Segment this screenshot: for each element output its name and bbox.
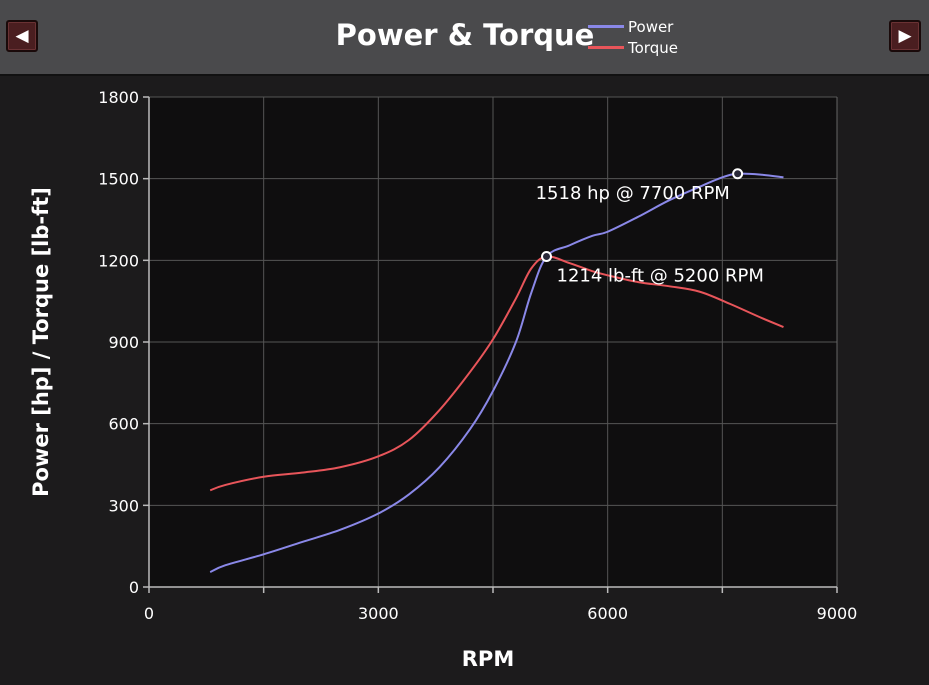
legend-label-torque: Torque <box>628 38 678 57</box>
chart-legend: Power Torque <box>588 16 678 58</box>
peak-marker-torque <box>541 251 553 263</box>
triangle-right-icon: ▶ <box>898 26 912 46</box>
legend-swatch-power <box>588 25 624 28</box>
previous-button[interactable]: ◀ <box>6 20 38 52</box>
y-tick-label: 1500 <box>98 170 139 189</box>
peak-label-power: 1518 hp @ 7700 RPM <box>536 183 730 204</box>
y-tick-label: 900 <box>108 333 139 352</box>
y-tick-label: 1800 <box>98 88 139 107</box>
legend-label-power: Power <box>628 17 674 36</box>
x-tick-label: 3000 <box>358 604 399 623</box>
peak-marker-power <box>732 168 744 180</box>
x-axis-title: RPM <box>462 647 514 671</box>
series-line-torque <box>209 255 784 492</box>
axis-ticks: 0 300 600 900 1200 1500 1800 0 3000 6000 9000 <box>98 88 857 623</box>
peak-label-torque: 1214 lb-ft @ 5200 RPM <box>557 266 764 287</box>
next-button[interactable]: ▶ <box>889 20 921 52</box>
y-tick-label: 1200 <box>98 251 139 270</box>
legend-swatch-torque <box>588 46 624 49</box>
triangle-left-icon: ◀ <box>15 26 29 46</box>
y-tick-label: 600 <box>108 415 139 434</box>
x-tick-label: 0 <box>144 604 154 623</box>
x-tick-label: 6000 <box>587 604 628 623</box>
series-lines <box>209 172 784 573</box>
series-line-power <box>209 172 784 573</box>
annotations: 1518 hp @ 7700 RPM 1214 lb-ft @ 5200 RPM <box>536 168 764 287</box>
chart-header: ◀ Power & Torque Power Torque ▶ <box>0 0 929 76</box>
y-axis-title: Power [hp] / Torque [lb-ft] <box>29 187 53 497</box>
y-tick-label: 0 <box>129 578 139 597</box>
legend-item-power: Power <box>588 16 678 37</box>
x-tick-label: 9000 <box>817 604 858 623</box>
legend-item-torque: Torque <box>588 37 678 58</box>
y-tick-label: 300 <box>108 496 139 515</box>
chart-title: Power & Torque <box>335 18 595 52</box>
